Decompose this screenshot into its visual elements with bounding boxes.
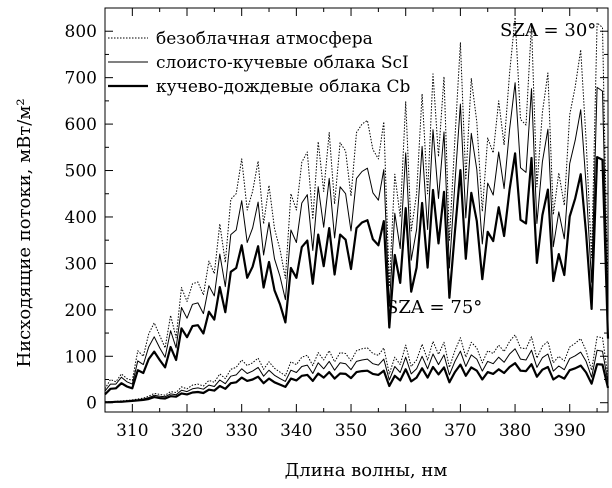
legend: безоблачная атмосфера слоисто-кучевые об… [108, 29, 410, 97]
series-layer [104, 16, 610, 404]
y-tick-label: 600 [65, 115, 97, 135]
series-line-stratocumulus-sza30 [104, 82, 609, 392]
x-tick-label: 380 [499, 421, 531, 441]
y-axis-title: Нисходящие потоки, мВт/м² [14, 98, 35, 367]
plot-frame [104, 7, 609, 413]
x-axis-title: Длина волны, нм [285, 460, 448, 481]
legend-label-clear-sky: безоблачная атмосфера [156, 29, 373, 49]
y-tick-label: 100 [65, 347, 97, 367]
legend-label-stratocumulus: слоисто-кучевые облака ScI [156, 53, 409, 73]
x-tick-label: 310 [116, 421, 148, 441]
series-line-clear-sky-sza75 [105, 334, 609, 403]
y-tick-label: 300 [65, 254, 97, 274]
y-tick-label: 500 [65, 162, 97, 182]
x-tick-label: 340 [280, 421, 312, 441]
x-tick-label: 390 [554, 421, 586, 441]
y-tick-label: 0 [86, 394, 97, 414]
y-tick-label: 200 [65, 301, 97, 321]
annotation-sza-30: SZA = 30° [500, 20, 596, 41]
annotation-sza-75: SZA = 75° [386, 297, 482, 318]
series-line-stratocumulus-sza75 [104, 348, 609, 403]
legend-label-cumulonimbus: кучево-дождевые облака Cb [156, 77, 410, 97]
y-tick-label: 800 [65, 22, 97, 42]
x-tick-label: 360 [389, 421, 421, 441]
x-tick-label: 320 [171, 421, 203, 441]
axes-layer: 310 320 330 340 350 360 370 380 390 0 100 200 300 400… [65, 7, 609, 441]
y-tick-label: 400 [65, 208, 97, 228]
series-line-cumulonimbus-sza30 [104, 152, 610, 396]
y-tick-label: 700 [65, 69, 97, 89]
series-line-cumulonimbus-sza75 [105, 362, 610, 404]
x-tick-label: 330 [225, 421, 257, 441]
series-line-clear-sky-sza30 [104, 16, 609, 390]
x-tick-label: 370 [444, 421, 476, 441]
x-tick-label: 350 [335, 421, 367, 441]
